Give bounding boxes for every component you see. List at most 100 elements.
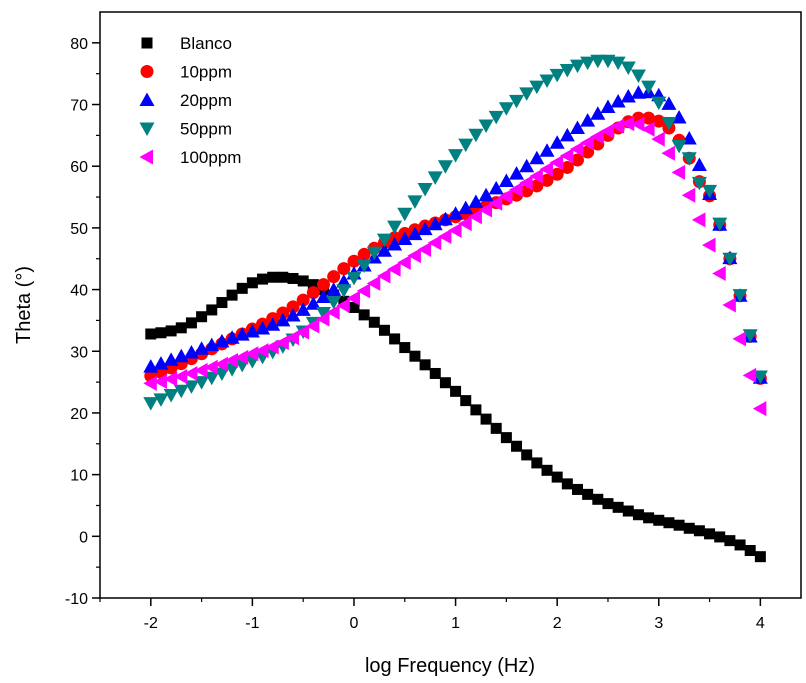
data-point (296, 293, 310, 307)
data-point (600, 99, 616, 113)
data-point (326, 282, 342, 296)
data-point (559, 63, 575, 78)
data-point (387, 237, 403, 251)
data-point (530, 179, 544, 193)
x-tick-label: -1 (245, 615, 259, 632)
data-point (478, 119, 494, 133)
data-point (389, 333, 401, 345)
data-point (630, 116, 645, 132)
data-point (529, 80, 545, 95)
data-point (347, 254, 361, 268)
y-tick-label: 20 (70, 406, 88, 423)
data-point (691, 212, 706, 228)
data-point (327, 270, 341, 284)
data-point (582, 488, 594, 500)
data-point (307, 279, 319, 291)
x-tick-label: 3 (654, 615, 663, 632)
data-point (580, 113, 596, 127)
data-point (712, 217, 728, 232)
data-point (376, 243, 392, 257)
data-point (387, 220, 403, 235)
data-point (559, 148, 574, 164)
data-point (143, 397, 159, 411)
data-point (509, 94, 525, 109)
data-point (590, 129, 604, 145)
x-tick-label: 2 (553, 615, 562, 632)
data-point (356, 259, 372, 274)
data-point (407, 248, 421, 264)
data-point (427, 216, 443, 231)
data-point (368, 316, 380, 328)
data-point (560, 160, 574, 174)
series-Blanco-points (145, 271, 766, 563)
data-point (540, 173, 554, 187)
data-point (673, 519, 685, 531)
data-point (316, 307, 332, 321)
data-point (642, 111, 656, 125)
x-axis-title: log Frequency (Hz) (365, 655, 535, 677)
data-point (165, 325, 177, 337)
data-point (376, 233, 392, 248)
data-point (702, 237, 716, 253)
data-point (610, 118, 625, 134)
data-point (204, 337, 220, 352)
y-tick-label: 60 (70, 159, 88, 176)
data-point (651, 96, 667, 111)
data-point (722, 297, 736, 313)
data-point (206, 304, 218, 316)
data-point (752, 401, 767, 417)
data-point (539, 143, 555, 157)
data-point (306, 286, 320, 300)
data-point (336, 274, 352, 288)
data-point (346, 271, 362, 286)
y-tick-labels: -10 0 10 20 30 40 50 60 70 80 (65, 36, 88, 608)
data-point (285, 330, 300, 346)
legend-marker-20ppm (139, 92, 155, 106)
data-point (458, 200, 474, 215)
data-point (480, 413, 492, 425)
y-tick-label: 70 (70, 98, 88, 115)
data-point (663, 517, 675, 529)
series-20ppm-points (143, 84, 768, 384)
data-point (488, 195, 503, 211)
data-point (448, 149, 464, 163)
data-point (194, 341, 210, 355)
data-point (407, 226, 423, 241)
data-point (173, 348, 189, 363)
data-point (610, 56, 626, 71)
data-point (183, 344, 199, 359)
data-point (490, 422, 502, 434)
data-point (173, 369, 188, 385)
data-point (419, 359, 431, 371)
data-point (643, 512, 655, 524)
data-point (226, 289, 238, 301)
data-point (661, 96, 677, 110)
data-point (297, 275, 309, 287)
legend-marker-100ppm (139, 149, 153, 165)
legend-label-50ppm: 50ppm (180, 120, 232, 139)
data-point (305, 296, 321, 310)
data-point (681, 152, 697, 166)
data-point (173, 384, 189, 399)
data-point (529, 150, 545, 165)
data-point (742, 367, 757, 383)
data-point (581, 145, 595, 159)
data-point (155, 327, 167, 339)
data-point (561, 478, 573, 490)
data-point (255, 343, 269, 359)
data-point (559, 127, 575, 142)
data-point (317, 278, 331, 292)
data-point (316, 289, 332, 303)
data-point (498, 173, 514, 188)
data-point (722, 252, 738, 267)
legend-label-10ppm: 10ppm (180, 63, 232, 82)
data-point (630, 85, 646, 99)
data-point (244, 346, 259, 362)
data-point (683, 522, 695, 534)
data-point (610, 93, 626, 108)
data-point (620, 89, 636, 103)
data-point (732, 289, 748, 303)
x-tick-label: 4 (756, 615, 765, 632)
data-point (519, 158, 535, 173)
data-point (194, 376, 210, 390)
